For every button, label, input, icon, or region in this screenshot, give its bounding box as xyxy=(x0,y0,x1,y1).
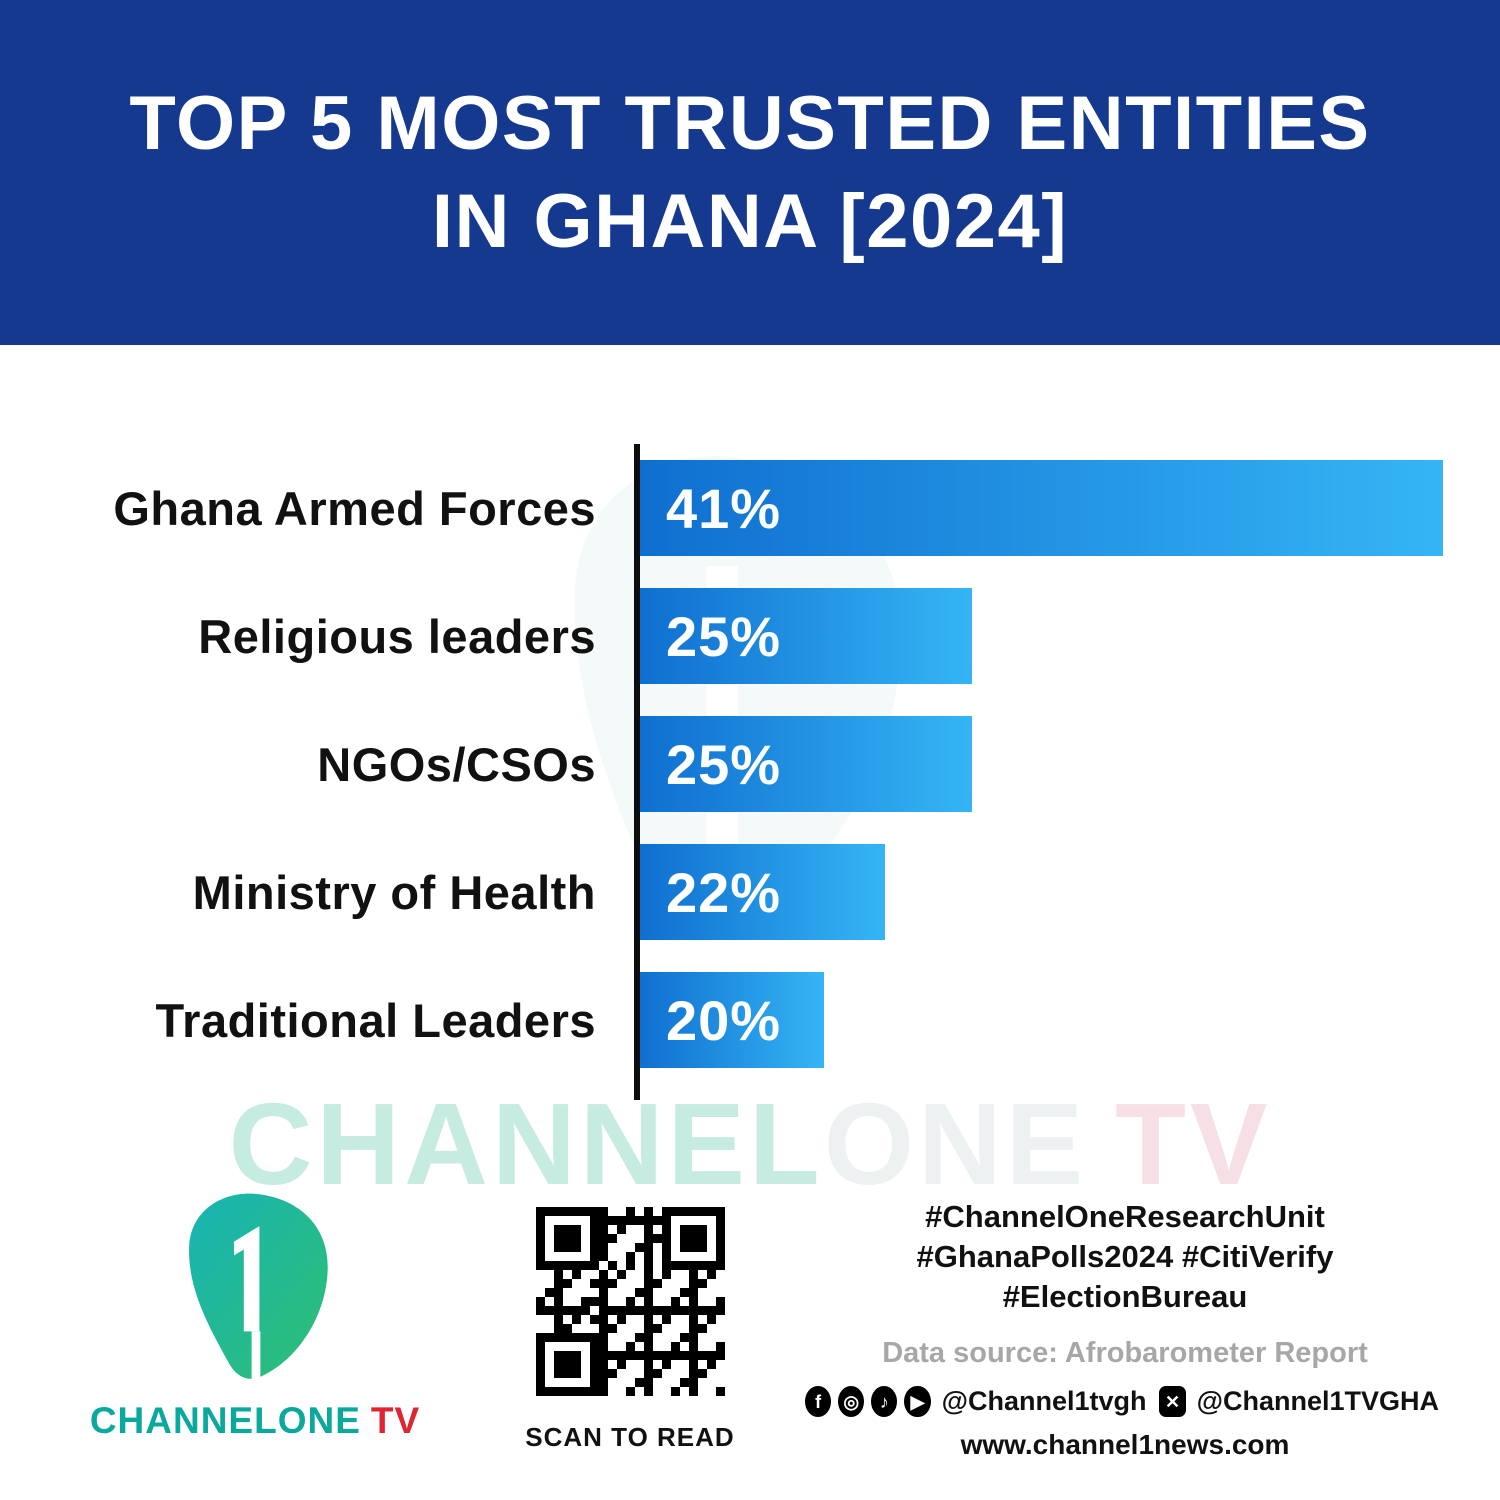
qr-block: SCAN TO READ xyxy=(490,1185,770,1453)
footer-info-block: #ChannelOneResearchUnit #GhanaPolls2024 … xyxy=(805,1185,1445,1461)
category-label: Ministry of Health xyxy=(192,865,596,919)
bar-row: NGOs/CSOs 25% xyxy=(0,716,1437,812)
bar-row: Ministry of Health 22% xyxy=(0,844,1437,940)
instagram-icon: ◎ xyxy=(838,1386,865,1417)
bar-chart: Ghana Armed Forces 41% Religious leaders… xyxy=(0,460,1443,1100)
social-handle-primary: @Channel1tvgh xyxy=(941,1386,1147,1416)
header-band: TOP 5 MOST TRUSTED ENTITIES IN GHANA [20… xyxy=(0,0,1500,345)
value-label: 25% xyxy=(666,604,782,668)
value-label: 41% xyxy=(666,476,782,540)
value-label: 25% xyxy=(666,732,782,796)
bar-traditional-leaders: 20% xyxy=(640,972,824,1068)
value-label: 20% xyxy=(666,988,782,1052)
brand-wordmark-channelone: CHANNELONE xyxy=(89,1400,361,1441)
bar-ghana-armed-forces: 41% xyxy=(640,460,1443,556)
bar-track: 25% xyxy=(634,716,1437,812)
watermark-tv: TV xyxy=(1115,1079,1272,1209)
brand-wordmark: CHANNELONE TV xyxy=(90,1400,420,1442)
channel-one-logo-block: CHANNELONE TV xyxy=(55,1185,455,1442)
page-title-line-2: IN GHANA [2024] xyxy=(431,178,1069,264)
watermark-one: ONE xyxy=(823,1079,1088,1209)
channel-one-logo-icon xyxy=(188,1193,328,1388)
bar-track: 25% xyxy=(634,588,1437,684)
social-row: f ◎ ♪ ▶ @Channel1tvgh ✕ @Channel1TVGHA xyxy=(805,1386,1445,1417)
bar-religious-leaders: 25% xyxy=(640,588,973,684)
hashtags-line-2: #GhanaPolls2024 #CitiVerify xyxy=(916,1239,1334,1274)
data-source-note: Data source: Afrobarometer Report xyxy=(882,1337,1368,1369)
bar-row: Traditional Leaders 20% xyxy=(0,972,1437,1068)
facebook-icon: f xyxy=(805,1386,832,1417)
bar-row: Ghana Armed Forces 41% xyxy=(0,460,1443,556)
category-label: Religious leaders xyxy=(198,609,596,663)
bar-track: 20% xyxy=(634,972,1437,1068)
hashtags-line-1: #ChannelOneResearchUnit xyxy=(925,1199,1325,1234)
watermark-channel: CHANNEL xyxy=(228,1079,824,1209)
bar-track: 22% xyxy=(634,844,1437,940)
qr-code xyxy=(529,1201,731,1402)
category-label: NGOs/CSOs xyxy=(317,737,596,791)
value-label: 22% xyxy=(666,860,782,924)
bar-track: 41% xyxy=(634,460,1443,556)
category-label: Ghana Armed Forces xyxy=(113,481,596,535)
hashtags-line-3: #ElectionBureau xyxy=(1002,1279,1248,1314)
footer: CHANNELONE TV SCAN TO READ #ChannelOneRes… xyxy=(55,1185,1445,1461)
qr-caption: SCAN TO READ xyxy=(525,1422,735,1452)
bar-row: Religious leaders 25% xyxy=(0,588,1437,684)
chart-axis-line xyxy=(634,444,640,1100)
x-icon: ✕ xyxy=(1159,1386,1186,1417)
youtube-icon: ▶ xyxy=(904,1386,931,1417)
page-title-line-1: TOP 5 MOST TRUSTED ENTITIES xyxy=(129,80,1371,166)
category-label: Traditional Leaders xyxy=(155,993,596,1047)
brand-wordmark-tv: TV xyxy=(370,1400,421,1441)
website-url: www.channel1news.com xyxy=(960,1429,1290,1460)
bar-ministry-of-health: 22% xyxy=(640,844,885,940)
bar-ngos-csos: 25% xyxy=(640,716,973,812)
social-handle-x: @Channel1TVGHA xyxy=(1196,1386,1439,1416)
brand-watermark: CHANNELONE TV xyxy=(0,1086,1500,1202)
tiktok-icon: ♪ xyxy=(871,1386,898,1417)
